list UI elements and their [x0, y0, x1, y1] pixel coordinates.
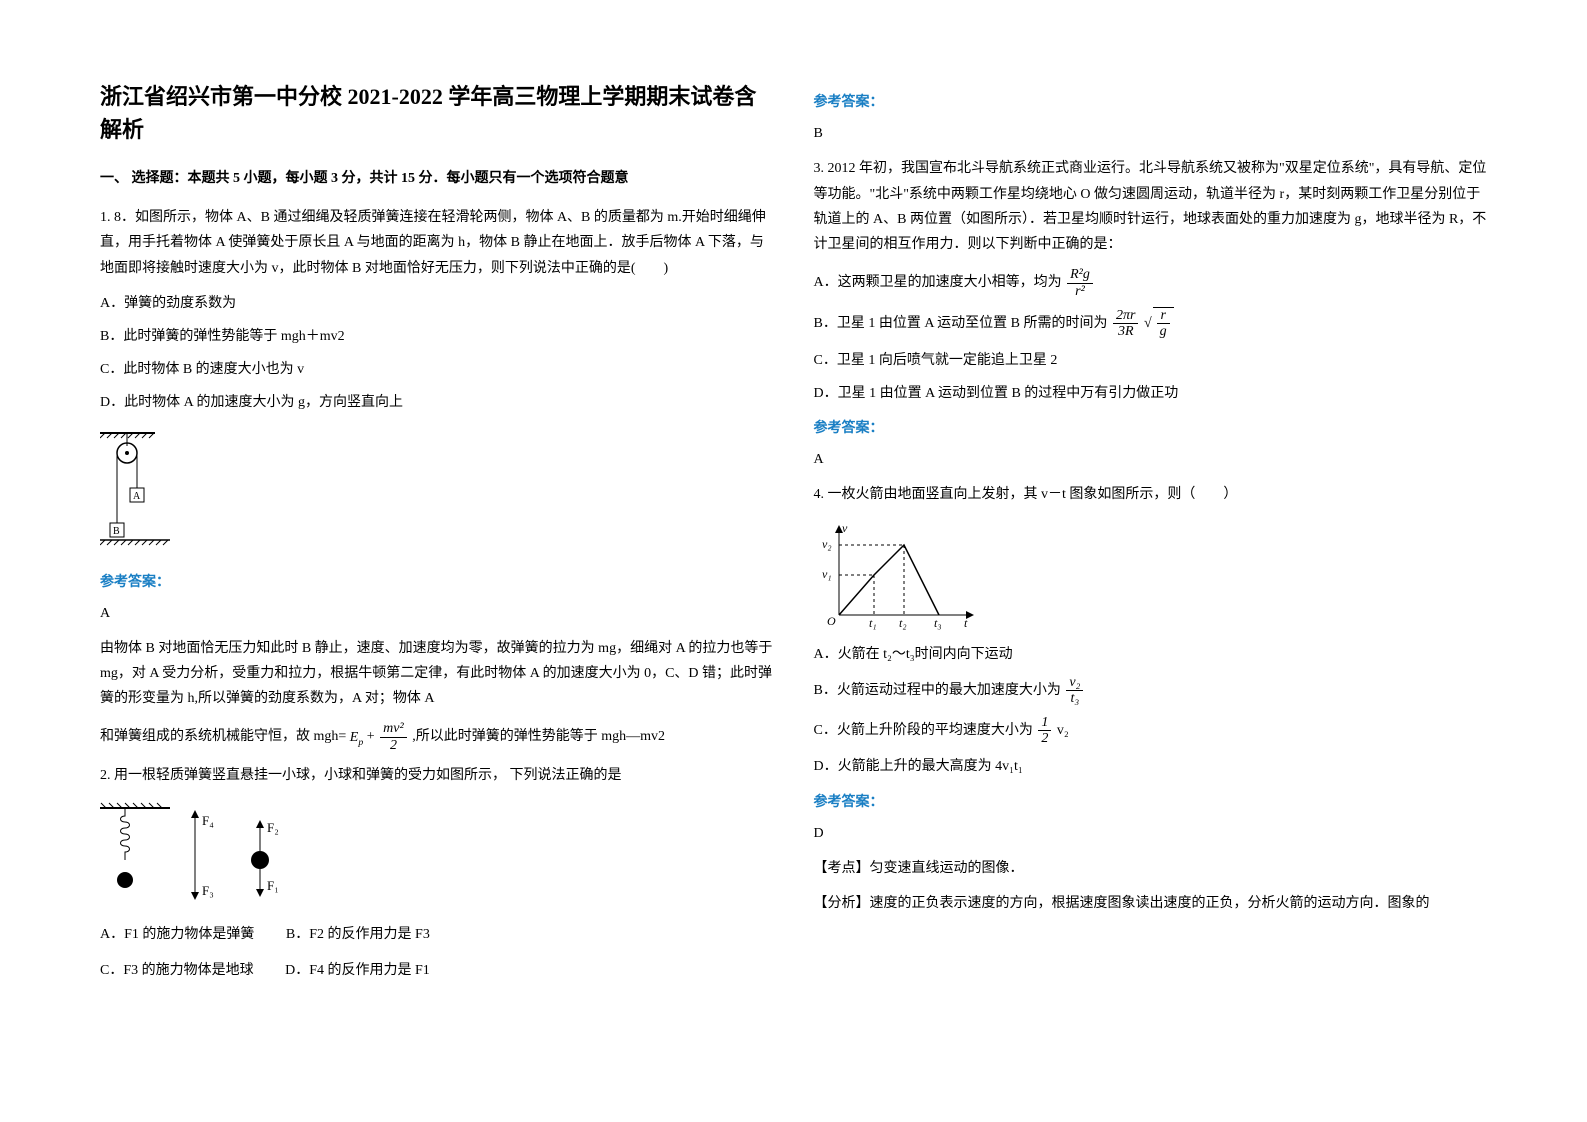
sqrt-r-over-g: rg [1153, 307, 1174, 340]
v2-over-t3-fraction: v₂ t₃ [1066, 675, 1083, 707]
q2-answer: B [814, 121, 1488, 146]
q2-optD: D．F4 的反作用力是 F1 [285, 963, 430, 978]
q3-optA: A．这两颗卫星的加速度大小相等，均为 R²g r² [814, 267, 1488, 299]
one-half-fraction: 1 2 [1038, 715, 1051, 747]
q1-pulley-diagram: A B [100, 428, 774, 558]
svg-text:v₂: v₂ [822, 537, 832, 551]
q1-optA: A．弹簧的劲度系数为 [100, 291, 774, 316]
q4-answer-label: 参考答案： [814, 790, 1488, 815]
svg-text:F₄: F₄ [202, 813, 214, 828]
ep-symbol: Ep [350, 730, 363, 745]
q2-spring-diagram: F₄ F₃ F₂ F₁ [100, 800, 774, 910]
sqrt-symbol: √ [1144, 316, 1152, 331]
q3-stem: 3. 2012 年初，我国宣布北斗导航系统正式商业运行。北斗导航系统又被称为"双… [814, 156, 1488, 257]
q2-options-row1: A．F1 的施力物体是弹簧 B．F2 的反作用力是 F3 [100, 922, 774, 947]
q2-answer-label: 参考答案： [814, 90, 1488, 115]
q3-optB: B．卫星 1 由位置 A 运动至位置 B 所需的时间为 2πr 3R √rg [814, 307, 1488, 340]
q4-optD: D．火箭能上升的最大高度为 4v₁t₁ [814, 754, 1488, 779]
svg-text:v: v [842, 521, 848, 535]
q1-explain2-mid: + [367, 730, 378, 745]
q1-answer-label: 参考答案： [100, 570, 774, 595]
q2-stem: 2. 用一根轻质弹簧竖直悬挂一小球，小球和弹簧的受力如图所示， 下列说法正确的是 [100, 763, 774, 788]
q4-optA: A．火箭在 t₂～t₃时间内向下运动 [814, 642, 1488, 667]
mv2-over-2-fraction: mv² 2 [380, 721, 407, 753]
q3-optC: C．卫星 1 向后喷气就一定能追上卫星 2 [814, 348, 1488, 373]
q4-optC: C．火箭上升阶段的平均速度大小为 1 2 v₂ [814, 715, 1488, 747]
2pir-over-3r-fraction: 2πr 3R [1113, 308, 1138, 340]
svg-text:B: B [113, 526, 120, 537]
q1-optC: C．此时物体 B 的速度大小也为 v [100, 357, 774, 382]
q4-stem: 4. 一枚火箭由地面竖直向上发射，其 v－t 图象如图所示，则（ ） [814, 482, 1488, 507]
svg-text:A: A [133, 491, 141, 502]
svg-text:t₂: t₂ [899, 616, 907, 630]
q2-optB: B．F2 的反作用力是 F3 [286, 927, 430, 942]
q1-optB: B．此时弹簧的弹性势能等于 mgh＋mv2 [100, 324, 774, 349]
q1-stem: 1. 8．如图所示，物体 A、B 通过细绳及轻质弹簧连接在轻滑轮两侧，物体 A、… [100, 205, 774, 281]
page-title: 浙江省绍兴市第一中分校 2021-2022 学年高三物理上学期期末试卷含解析 [100, 80, 774, 146]
q4-kaodian: 【考点】匀变速直线运动的图像． [814, 856, 1488, 881]
q1-explain-1: 由物体 B 对地面恰无压力知此时 B 静止，速度、加速度均为零，故弹簧的拉力为 … [100, 636, 774, 712]
right-column: 参考答案： B 3. 2012 年初，我国宣布北斗导航系统正式商业运行。北斗导航… [814, 80, 1528, 1082]
q4-answer: D [814, 821, 1488, 846]
svg-text:v₁: v₁ [822, 567, 832, 581]
q3-optD: D．卫星 1 由位置 A 运动到位置 B 的过程中万有引力做正功 [814, 381, 1488, 406]
q1-optD: D．此时物体 A 的加速度大小为 g，方向竖直向上 [100, 390, 774, 415]
q4-fenxi: 【分析】速度的正负表示速度的方向，根据速度图象读出速度的正负，分析火箭的运动方向… [814, 891, 1488, 916]
q4-optB: B．火箭运动过程中的最大加速度大小为 v₂ t₃ [814, 675, 1488, 707]
q1-explain2-pre: 和弹簧组成的系统机械能守恒，故 mgh= [100, 730, 346, 745]
q2-optA: A．F1 的施力物体是弹簧 [100, 927, 254, 942]
q3-answer-label: 参考答案： [814, 416, 1488, 441]
q1-answer: A [100, 601, 774, 626]
q4-vt-chart: v₁ v₂ v O t₁ t₂ t₃ t [814, 520, 1488, 630]
svg-text:O: O [827, 614, 836, 628]
svg-text:F₂: F₂ [267, 820, 279, 835]
svg-text:F₁: F₁ [267, 878, 279, 893]
q1-explain2-post: ,所以此时弹簧的弹性势能等于 mgh—mv2 [412, 730, 665, 745]
svg-text:t₃: t₃ [934, 616, 942, 630]
svg-text:t₁: t₁ [869, 616, 877, 630]
r2g-over-r2-fraction: R²g r² [1067, 267, 1093, 299]
q2-optC: C．F3 的施力物体是地球 [100, 963, 254, 978]
section-heading: 一、 选择题：本题共 5 小题，每小题 3 分，共计 15 分．每小题只有一个选… [100, 166, 774, 191]
q1-explain-2: 和弹簧组成的系统机械能守恒，故 mgh= Ep + mv² 2 ,所以此时弹簧的… [100, 721, 774, 753]
q2-options-row2: C．F3 的施力物体是地球 D．F4 的反作用力是 F1 [100, 958, 774, 983]
q3-answer: A [814, 447, 1488, 472]
svg-text:F₃: F₃ [202, 883, 214, 898]
left-column: 浙江省绍兴市第一中分校 2021-2022 学年高三物理上学期期末试卷含解析 一… [100, 80, 814, 1082]
